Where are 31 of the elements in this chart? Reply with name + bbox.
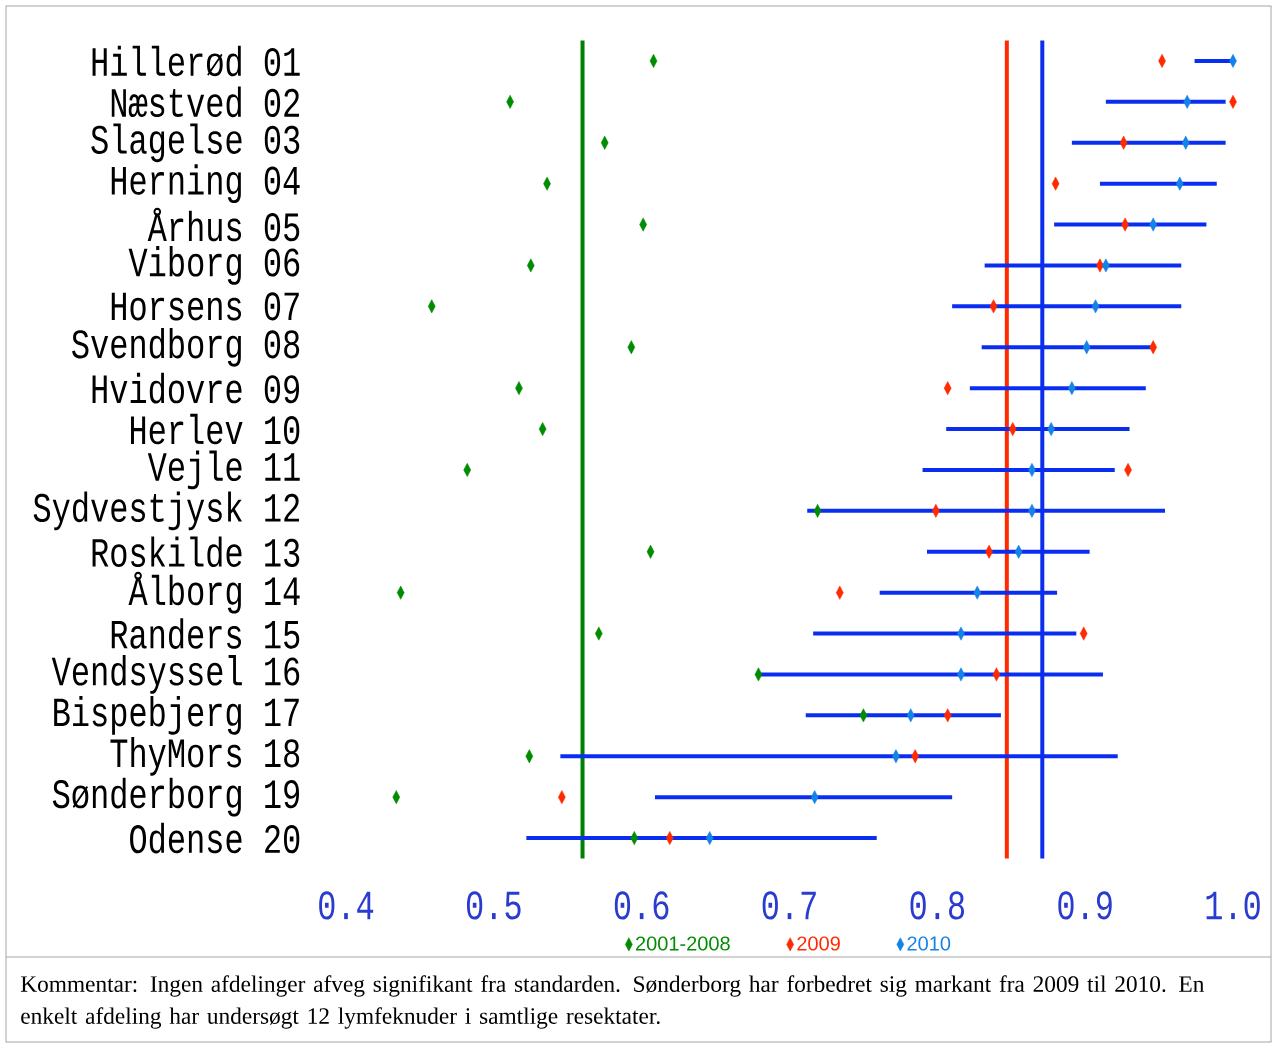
y-tick-label: Sydvestjysk 12: [33, 491, 299, 531]
x-tick-label: 0.5: [466, 891, 521, 920]
y-tick-label: Hillerød 01: [92, 45, 300, 77]
y-tick-label: Næstved 02: [111, 86, 299, 118]
x-tick-label: 0.8: [910, 891, 965, 920]
y-tick-label: Odense 20: [130, 822, 300, 854]
y-tick-label: Randers 15: [111, 618, 300, 649]
y-tick-label: Ålborg 14: [128, 571, 300, 614]
y-tick-label: ThyMors 18: [110, 736, 300, 776]
y-tick-label: Horsens 07: [111, 292, 299, 321]
y-tick-label: Sønderborg 19: [52, 777, 300, 817]
x-tick-label: 1.0: [1206, 891, 1260, 920]
x-tick-label: 0.7: [762, 891, 816, 920]
legend-label: 2001-2008: [636, 936, 730, 951]
legend-label: 2009: [797, 936, 840, 951]
y-tick-label: Slagelse 03: [91, 123, 300, 163]
y-tick-label: Vendsyssel 16: [51, 655, 300, 694]
y-tick-label: Århus 05: [147, 207, 300, 242]
y-tick-label: Herlev 10: [130, 413, 300, 445]
y-tick-label: Roskilde 13: [92, 536, 300, 568]
y-tick-label: Vejle 11: [147, 450, 300, 490]
y-tick-label: Hvidovre 09: [92, 372, 300, 404]
y-tick-label: Svendborg 08: [72, 327, 300, 367]
y-tick-label: Bispebjerg 17: [54, 695, 299, 735]
y-tick-label: Viborg 06: [128, 246, 300, 285]
x-tick-label: 0.6: [614, 891, 669, 920]
x-tick-label: 0.4: [319, 891, 374, 920]
legend-label: 2010: [907, 936, 951, 951]
y-tick-label: Herning 04: [111, 164, 300, 204]
x-tick-label: 0.9: [1058, 891, 1112, 920]
text: Kommentar: Ingen afdelinger afveg signifikant fra standarden. Sønderborg har forbedret sig markant fra 2009 til 2010. En enkelt afdeling har undersøgt 12 lymfeknuder i samtlige resektater.: [20, 975, 1205, 1029]
